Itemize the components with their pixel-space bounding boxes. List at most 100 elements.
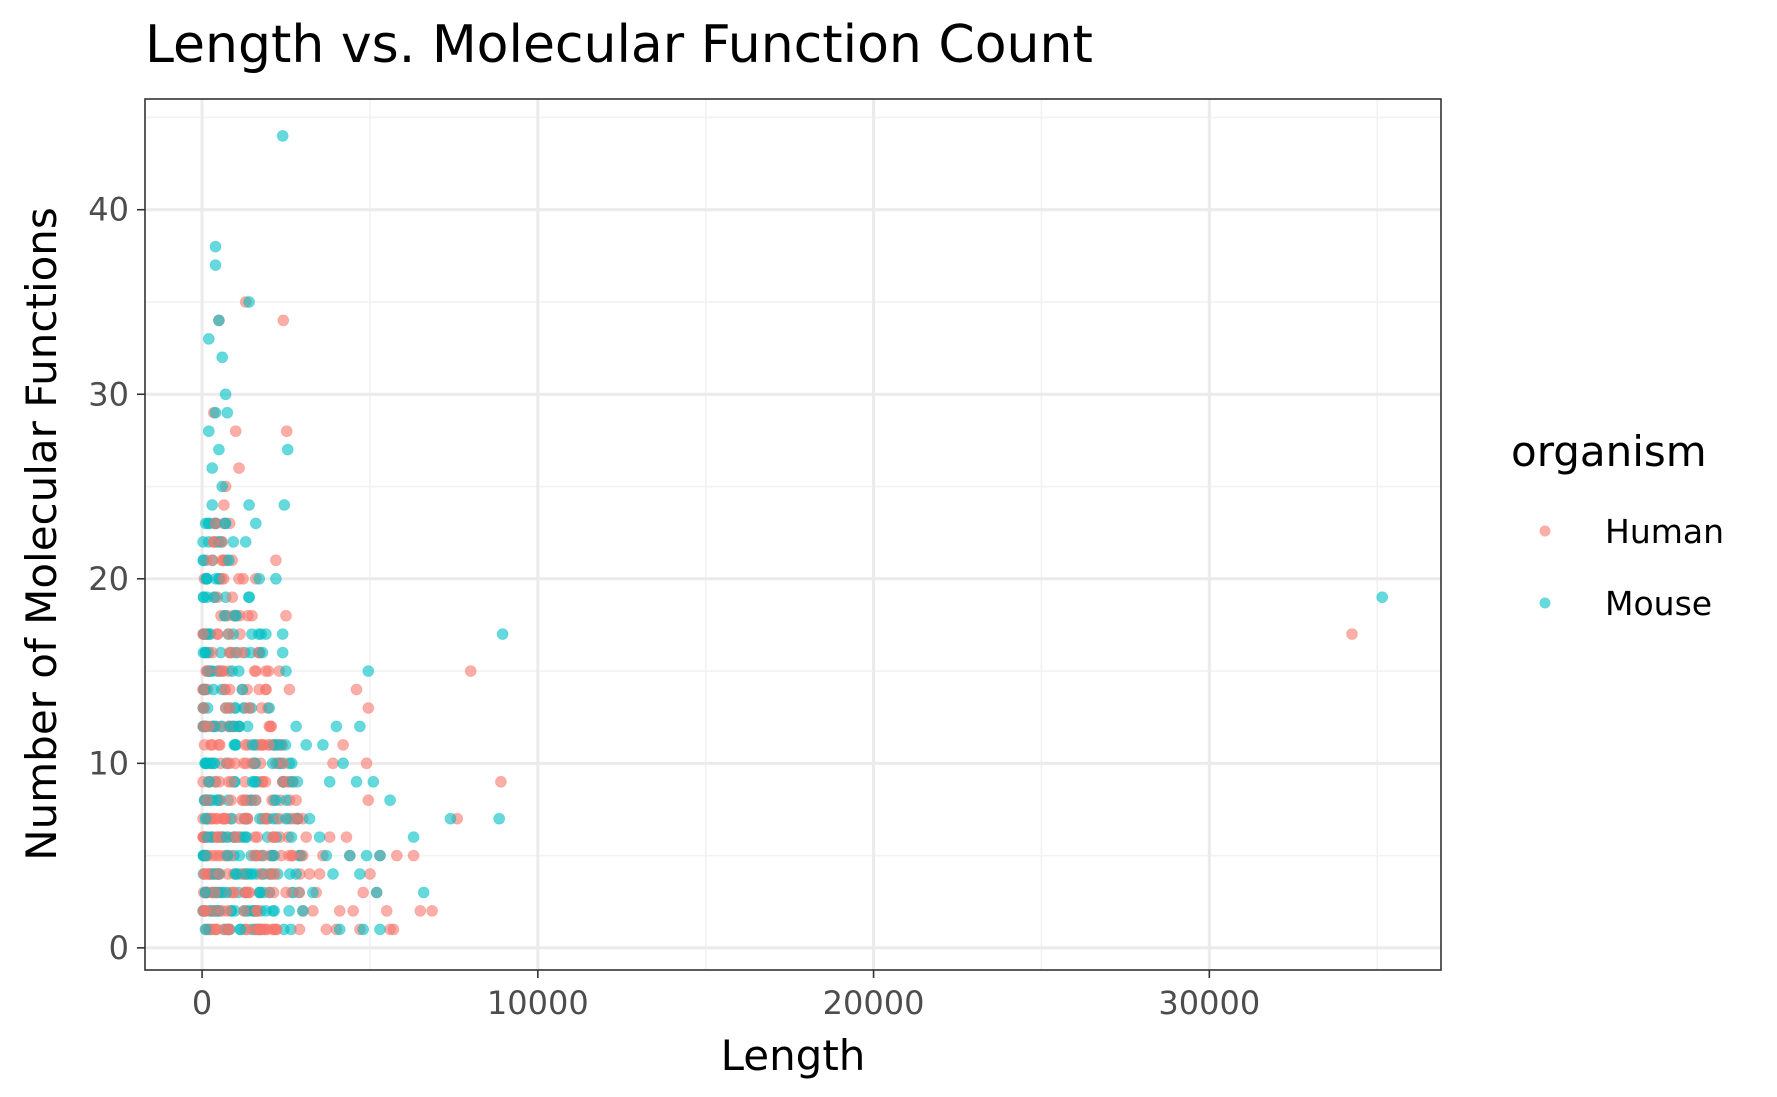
- point-mouse: [202, 425, 215, 438]
- point-mouse: [290, 868, 303, 880]
- point-mouse: [253, 572, 266, 585]
- point-mouse: [222, 554, 235, 567]
- point-mouse: [269, 794, 282, 807]
- point-human: [1346, 628, 1358, 640]
- point-human: [249, 794, 262, 807]
- point-human: [243, 702, 256, 714]
- point-human: [266, 831, 279, 843]
- point-mouse: [207, 683, 220, 696]
- point-human: [280, 425, 293, 438]
- x-tick-label: 10000: [487, 984, 589, 1022]
- point-human: [320, 923, 333, 936]
- point-mouse: [417, 886, 430, 899]
- legend: organism Human Mouse: [1511, 427, 1724, 623]
- point-mouse: [444, 812, 457, 825]
- chart-title: Length vs. Molecular Function Count: [145, 15, 1093, 75]
- point-mouse: [374, 923, 386, 936]
- point-human: [262, 665, 275, 677]
- point-mouse: [209, 259, 222, 272]
- point-mouse: [256, 646, 269, 659]
- point-human: [259, 683, 272, 696]
- point-mouse: [353, 868, 366, 880]
- point-human: [201, 794, 214, 807]
- point-mouse: [234, 923, 247, 936]
- point-human: [246, 757, 259, 770]
- point-mouse: [239, 536, 252, 548]
- point-mouse: [343, 849, 356, 862]
- x-tick-label: 0: [192, 984, 212, 1022]
- point-mouse: [283, 905, 296, 917]
- point-mouse: [240, 868, 253, 880]
- point-mouse: [276, 129, 289, 142]
- legend-title: organism: [1511, 427, 1707, 476]
- point-human: [222, 628, 235, 640]
- point-human: [233, 462, 245, 475]
- point-mouse: [407, 831, 420, 843]
- point-mouse: [286, 775, 299, 788]
- point-mouse: [229, 609, 242, 622]
- point-human: [286, 849, 299, 862]
- point-human: [313, 868, 326, 880]
- point-human: [216, 536, 229, 548]
- point-mouse: [357, 923, 370, 936]
- point-human: [306, 905, 319, 917]
- point-mouse: [242, 591, 255, 604]
- point-human: [296, 849, 309, 862]
- point-mouse: [296, 905, 309, 917]
- point-human: [293, 923, 306, 936]
- point-mouse: [249, 775, 262, 788]
- point-human: [229, 425, 242, 438]
- point-human: [225, 775, 238, 788]
- point-human: [211, 628, 224, 640]
- point-mouse: [249, 517, 262, 530]
- point-mouse: [200, 757, 213, 770]
- point-mouse: [236, 683, 249, 696]
- point-human: [269, 554, 282, 567]
- point-human: [216, 812, 229, 825]
- point-mouse: [216, 351, 229, 364]
- point-human: [384, 923, 397, 936]
- point-mouse: [221, 849, 234, 862]
- point-mouse: [353, 720, 366, 733]
- panel-background: [145, 99, 1441, 970]
- point-mouse: [300, 739, 313, 751]
- point-mouse: [266, 757, 279, 770]
- point-mouse: [219, 517, 232, 530]
- point-mouse: [276, 646, 289, 659]
- point-mouse: [199, 886, 212, 899]
- point-mouse: [362, 665, 375, 677]
- point-human: [340, 831, 353, 843]
- point-human: [464, 665, 477, 677]
- legend-key-human: [1539, 525, 1551, 537]
- point-human: [225, 646, 238, 659]
- point-mouse: [285, 831, 298, 843]
- point-human: [494, 775, 507, 788]
- y-tick-label: 10: [88, 744, 129, 782]
- point-human: [337, 739, 350, 751]
- x-axis-title: Length: [721, 1031, 866, 1080]
- point-human: [236, 646, 249, 659]
- point-mouse: [209, 406, 222, 419]
- point-mouse: [216, 480, 229, 493]
- point-human: [222, 923, 234, 936]
- point-mouse: [360, 849, 373, 862]
- point-mouse: [374, 849, 386, 862]
- point-mouse: [384, 794, 397, 807]
- point-mouse: [1376, 591, 1389, 604]
- point-human: [303, 868, 316, 880]
- point-mouse: [221, 406, 234, 419]
- x-tick-label: 20000: [823, 984, 925, 1022]
- point-mouse: [323, 775, 336, 788]
- point-human: [364, 868, 376, 880]
- point-human: [280, 886, 292, 899]
- point-mouse: [239, 831, 252, 843]
- point-human: [357, 886, 370, 899]
- point-human: [219, 683, 232, 696]
- point-human: [213, 775, 226, 788]
- point-human: [347, 905, 360, 917]
- point-human: [219, 702, 232, 714]
- point-mouse: [212, 314, 225, 327]
- point-human: [350, 683, 363, 696]
- point-human: [293, 886, 306, 899]
